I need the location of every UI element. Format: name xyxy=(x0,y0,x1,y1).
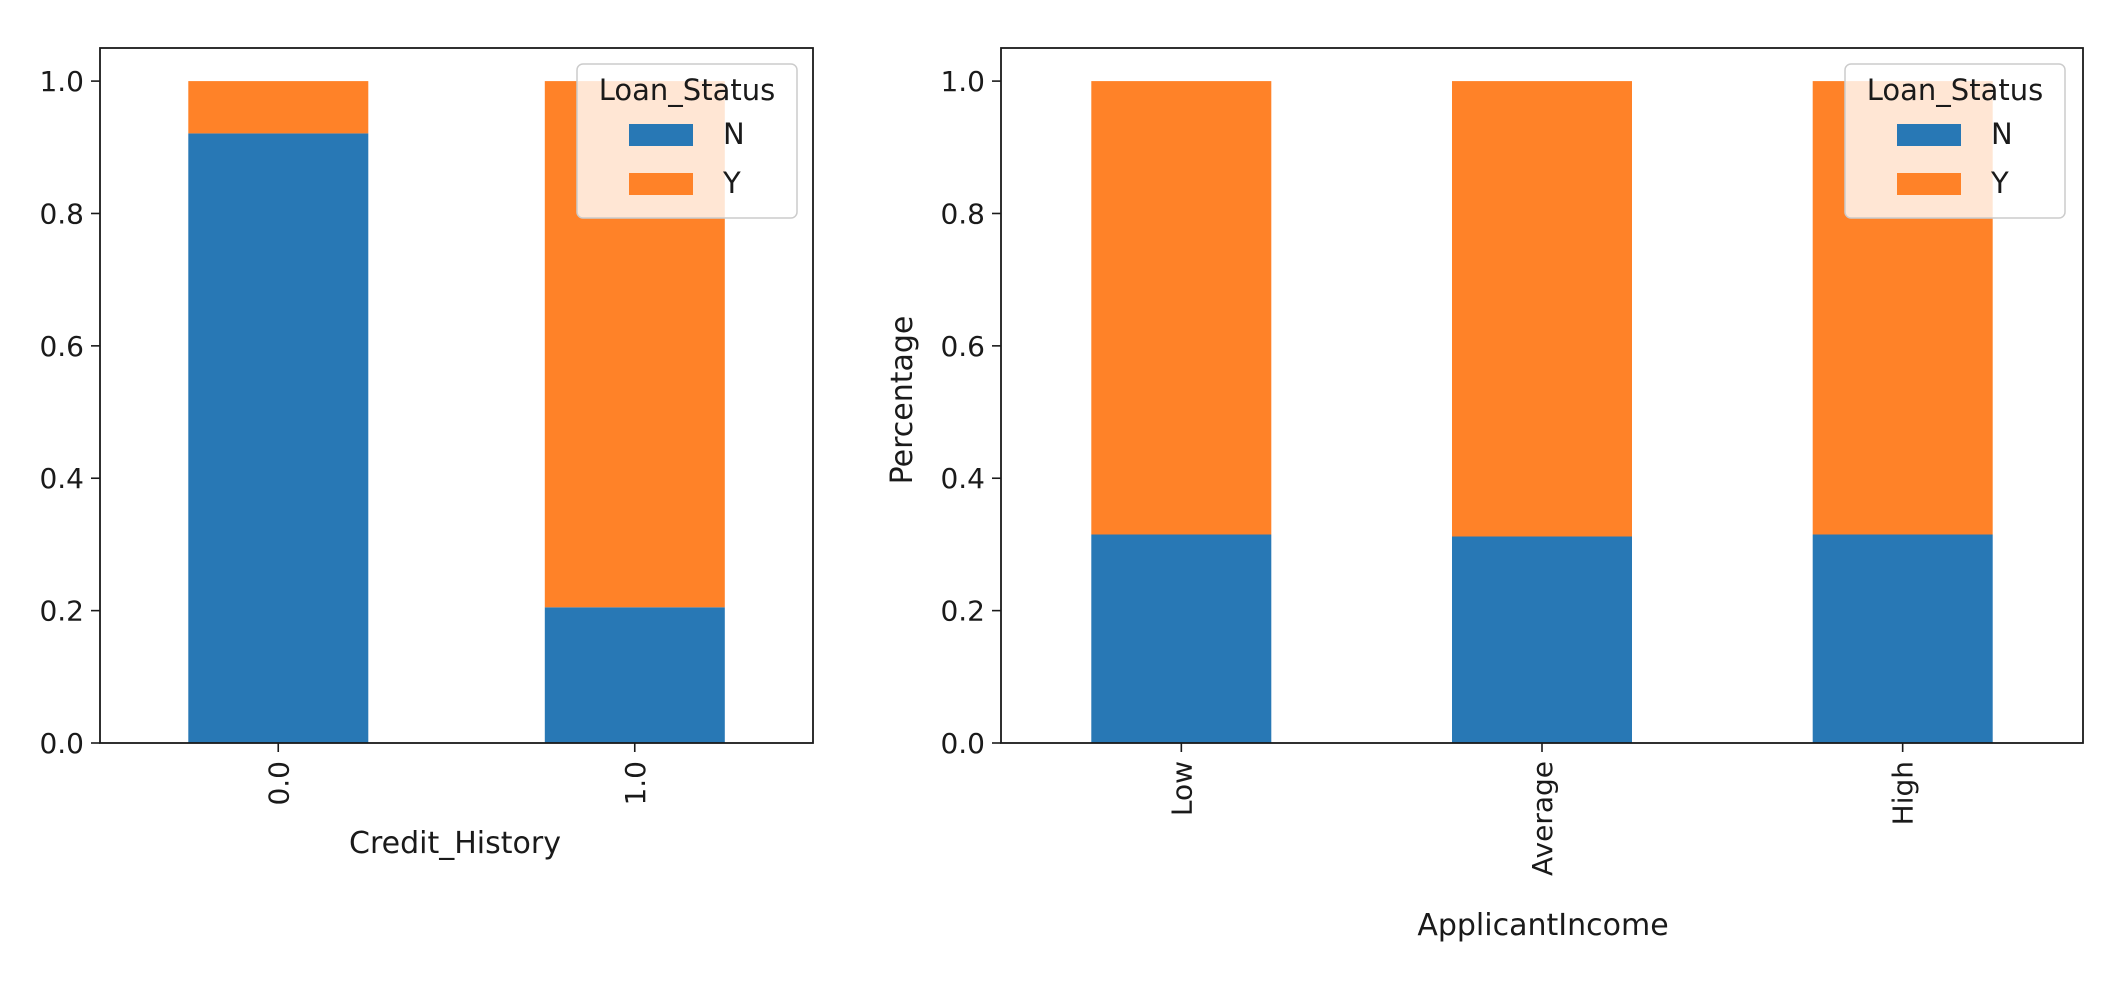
y-axis: 0.0 0.2 0.4 0.6 0.8 1.0 xyxy=(940,65,1001,760)
bar-y-0-0 xyxy=(188,81,369,134)
legend-label-y: Y xyxy=(722,166,741,200)
legend: Loan_Status NY xyxy=(576,63,798,219)
plot-frame xyxy=(1000,47,2084,744)
y-axis-label: Percentage xyxy=(885,316,920,485)
legend-swatch-y xyxy=(1897,173,1961,195)
legend-swatch-n xyxy=(629,124,693,146)
y-axis: 0.0 0.2 0.4 0.6 0.8 1.0 xyxy=(39,65,100,760)
legend-title: Loan_Status xyxy=(1867,73,2043,107)
y-tick-label: 0.6 xyxy=(940,330,985,363)
x-axis-label: ApplicantIncome xyxy=(1417,908,1668,943)
y-tick-label: 0.0 xyxy=(940,727,985,760)
bar-y-low xyxy=(1091,81,1272,535)
bar-n-1-0 xyxy=(544,607,725,743)
y-tick-label: 0.0 xyxy=(39,727,84,760)
plot-frame xyxy=(99,47,814,744)
bar-n-high xyxy=(1812,534,1993,743)
y-tick-label: 0.4 xyxy=(39,462,84,495)
x-tick-label: 0.0 xyxy=(262,761,295,806)
y-tick-label: 0.8 xyxy=(940,197,985,230)
x-tick-label: High xyxy=(1887,761,1920,825)
legend-swatch-n xyxy=(1897,124,1961,146)
x-axis-label: Credit_History xyxy=(349,826,561,861)
y-tick-label: 1.0 xyxy=(39,65,84,98)
x-tick-label: Average xyxy=(1526,761,1559,876)
legend: Loan_Status NY xyxy=(1844,63,2066,219)
bar-n-low xyxy=(1091,534,1272,743)
bars xyxy=(1091,81,1993,743)
y-tick-label: 0.6 xyxy=(39,330,84,363)
credit-history-chart: Credit_History 0.0 0.2 0.4 0.6 0.8 1.0 0.0 1.0 L… xyxy=(39,47,814,861)
legend-label-n: N xyxy=(1991,117,2013,151)
y-tick-label: 0.2 xyxy=(39,595,84,628)
applicant-income-chart: ApplicantIncome Percentage 0.00.20.40.60… xyxy=(885,47,2084,943)
x-tick-label: Low xyxy=(1165,761,1198,816)
x-tick-label: 1.0 xyxy=(619,761,652,806)
y-tick-label: 0.8 xyxy=(39,197,84,230)
x-axis: 0.0 1.0 xyxy=(262,743,652,806)
legend-label-n: N xyxy=(723,117,745,151)
y-tick-label: 1.0 xyxy=(940,65,985,98)
bar-n-0-0 xyxy=(188,133,369,743)
bar-y-average xyxy=(1452,81,1632,537)
legend-title: Loan_Status xyxy=(599,73,775,107)
legend-swatch-y xyxy=(629,173,693,195)
bar-n-average xyxy=(1452,536,1632,743)
y-tick-label: 0.2 xyxy=(940,595,985,628)
y-tick-label: 0.4 xyxy=(940,462,985,495)
x-axis: Low Average High xyxy=(1165,743,1920,876)
legend-label-y: Y xyxy=(1990,166,2009,200)
